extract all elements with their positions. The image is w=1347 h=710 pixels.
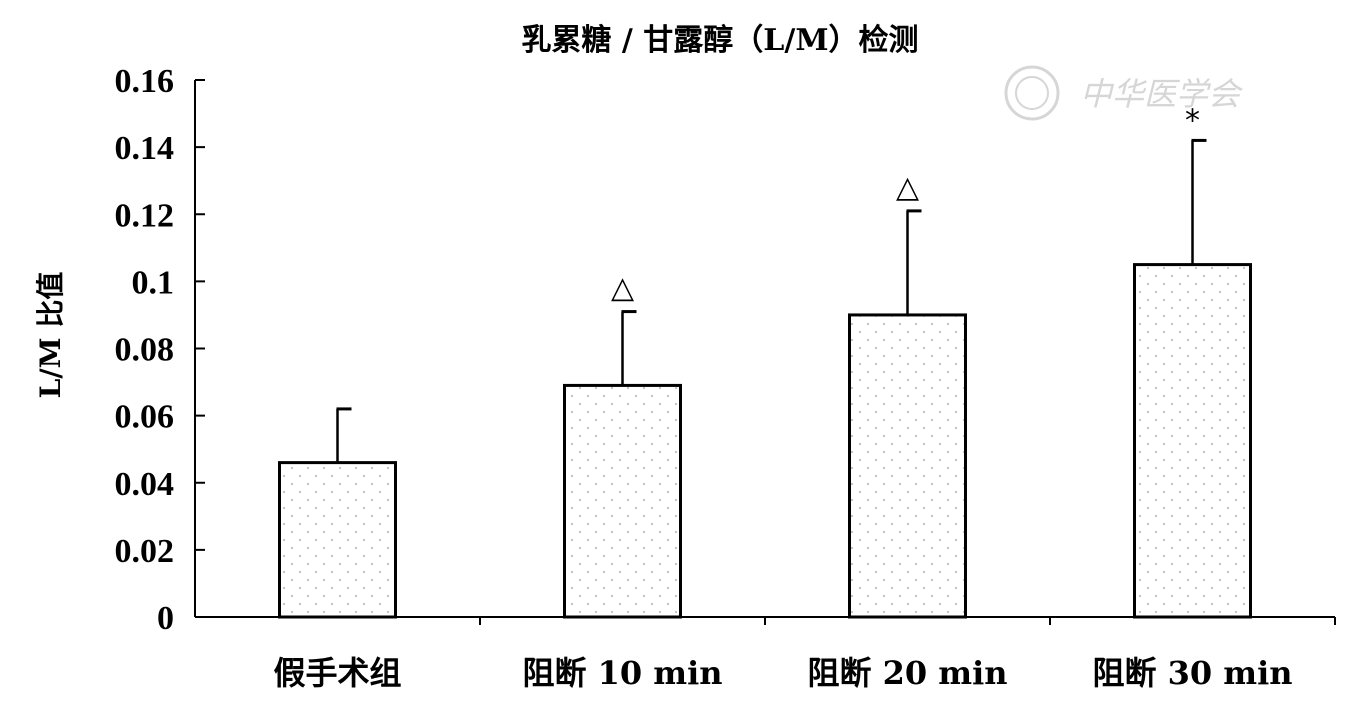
- y-tick-label: 0.02: [115, 533, 175, 570]
- y-tick-label: 0.12: [115, 197, 175, 234]
- y-tick-label: 0.08: [115, 332, 175, 369]
- chart-title: 乳累糖 / 甘露醇（L/M）检测: [521, 23, 918, 58]
- x-tick-label: 假手术组: [273, 654, 401, 692]
- x-tick-label: 阻断 20 min: [807, 654, 1007, 692]
- watermark-text: 中华医学会: [1080, 75, 1243, 113]
- bars: [278, 263, 1252, 619]
- bar: [1133, 263, 1252, 619]
- y-tick-label: 0.16: [115, 63, 175, 100]
- x-tick-label: 阻断 30 min: [1092, 654, 1292, 692]
- y-axis-label: L/M 比值: [34, 272, 67, 399]
- y-ticks: 0 0.02 0.04 0.06 0.08 0.1 0.12 0.14 0.16: [115, 63, 205, 637]
- y-tick-label: 0.1: [132, 264, 175, 301]
- significance-markers: △ △ *: [611, 103, 1200, 305]
- x-tick-label: 阻断 10 min: [522, 654, 722, 692]
- y-tick-label: 0.14: [115, 130, 175, 167]
- watermark-seal-icon: [1004, 65, 1060, 121]
- watermark: 中华医学会: [1004, 65, 1243, 121]
- error-bars: [336, 138, 1207, 463]
- y-tick-label: 0.06: [115, 399, 175, 436]
- significance-marker: △: [896, 170, 919, 205]
- significance-marker: △: [611, 271, 634, 306]
- bar: [848, 313, 967, 619]
- bar: [563, 383, 682, 619]
- x-tick-labels: 假手术组 阻断 10 min 阻断 20 min 阻断 30 min: [273, 654, 1292, 692]
- significance-marker: *: [1185, 103, 1200, 138]
- y-tick-label: 0: [157, 600, 174, 637]
- y-tick-label: 0.04: [115, 466, 175, 503]
- bar: [278, 461, 397, 619]
